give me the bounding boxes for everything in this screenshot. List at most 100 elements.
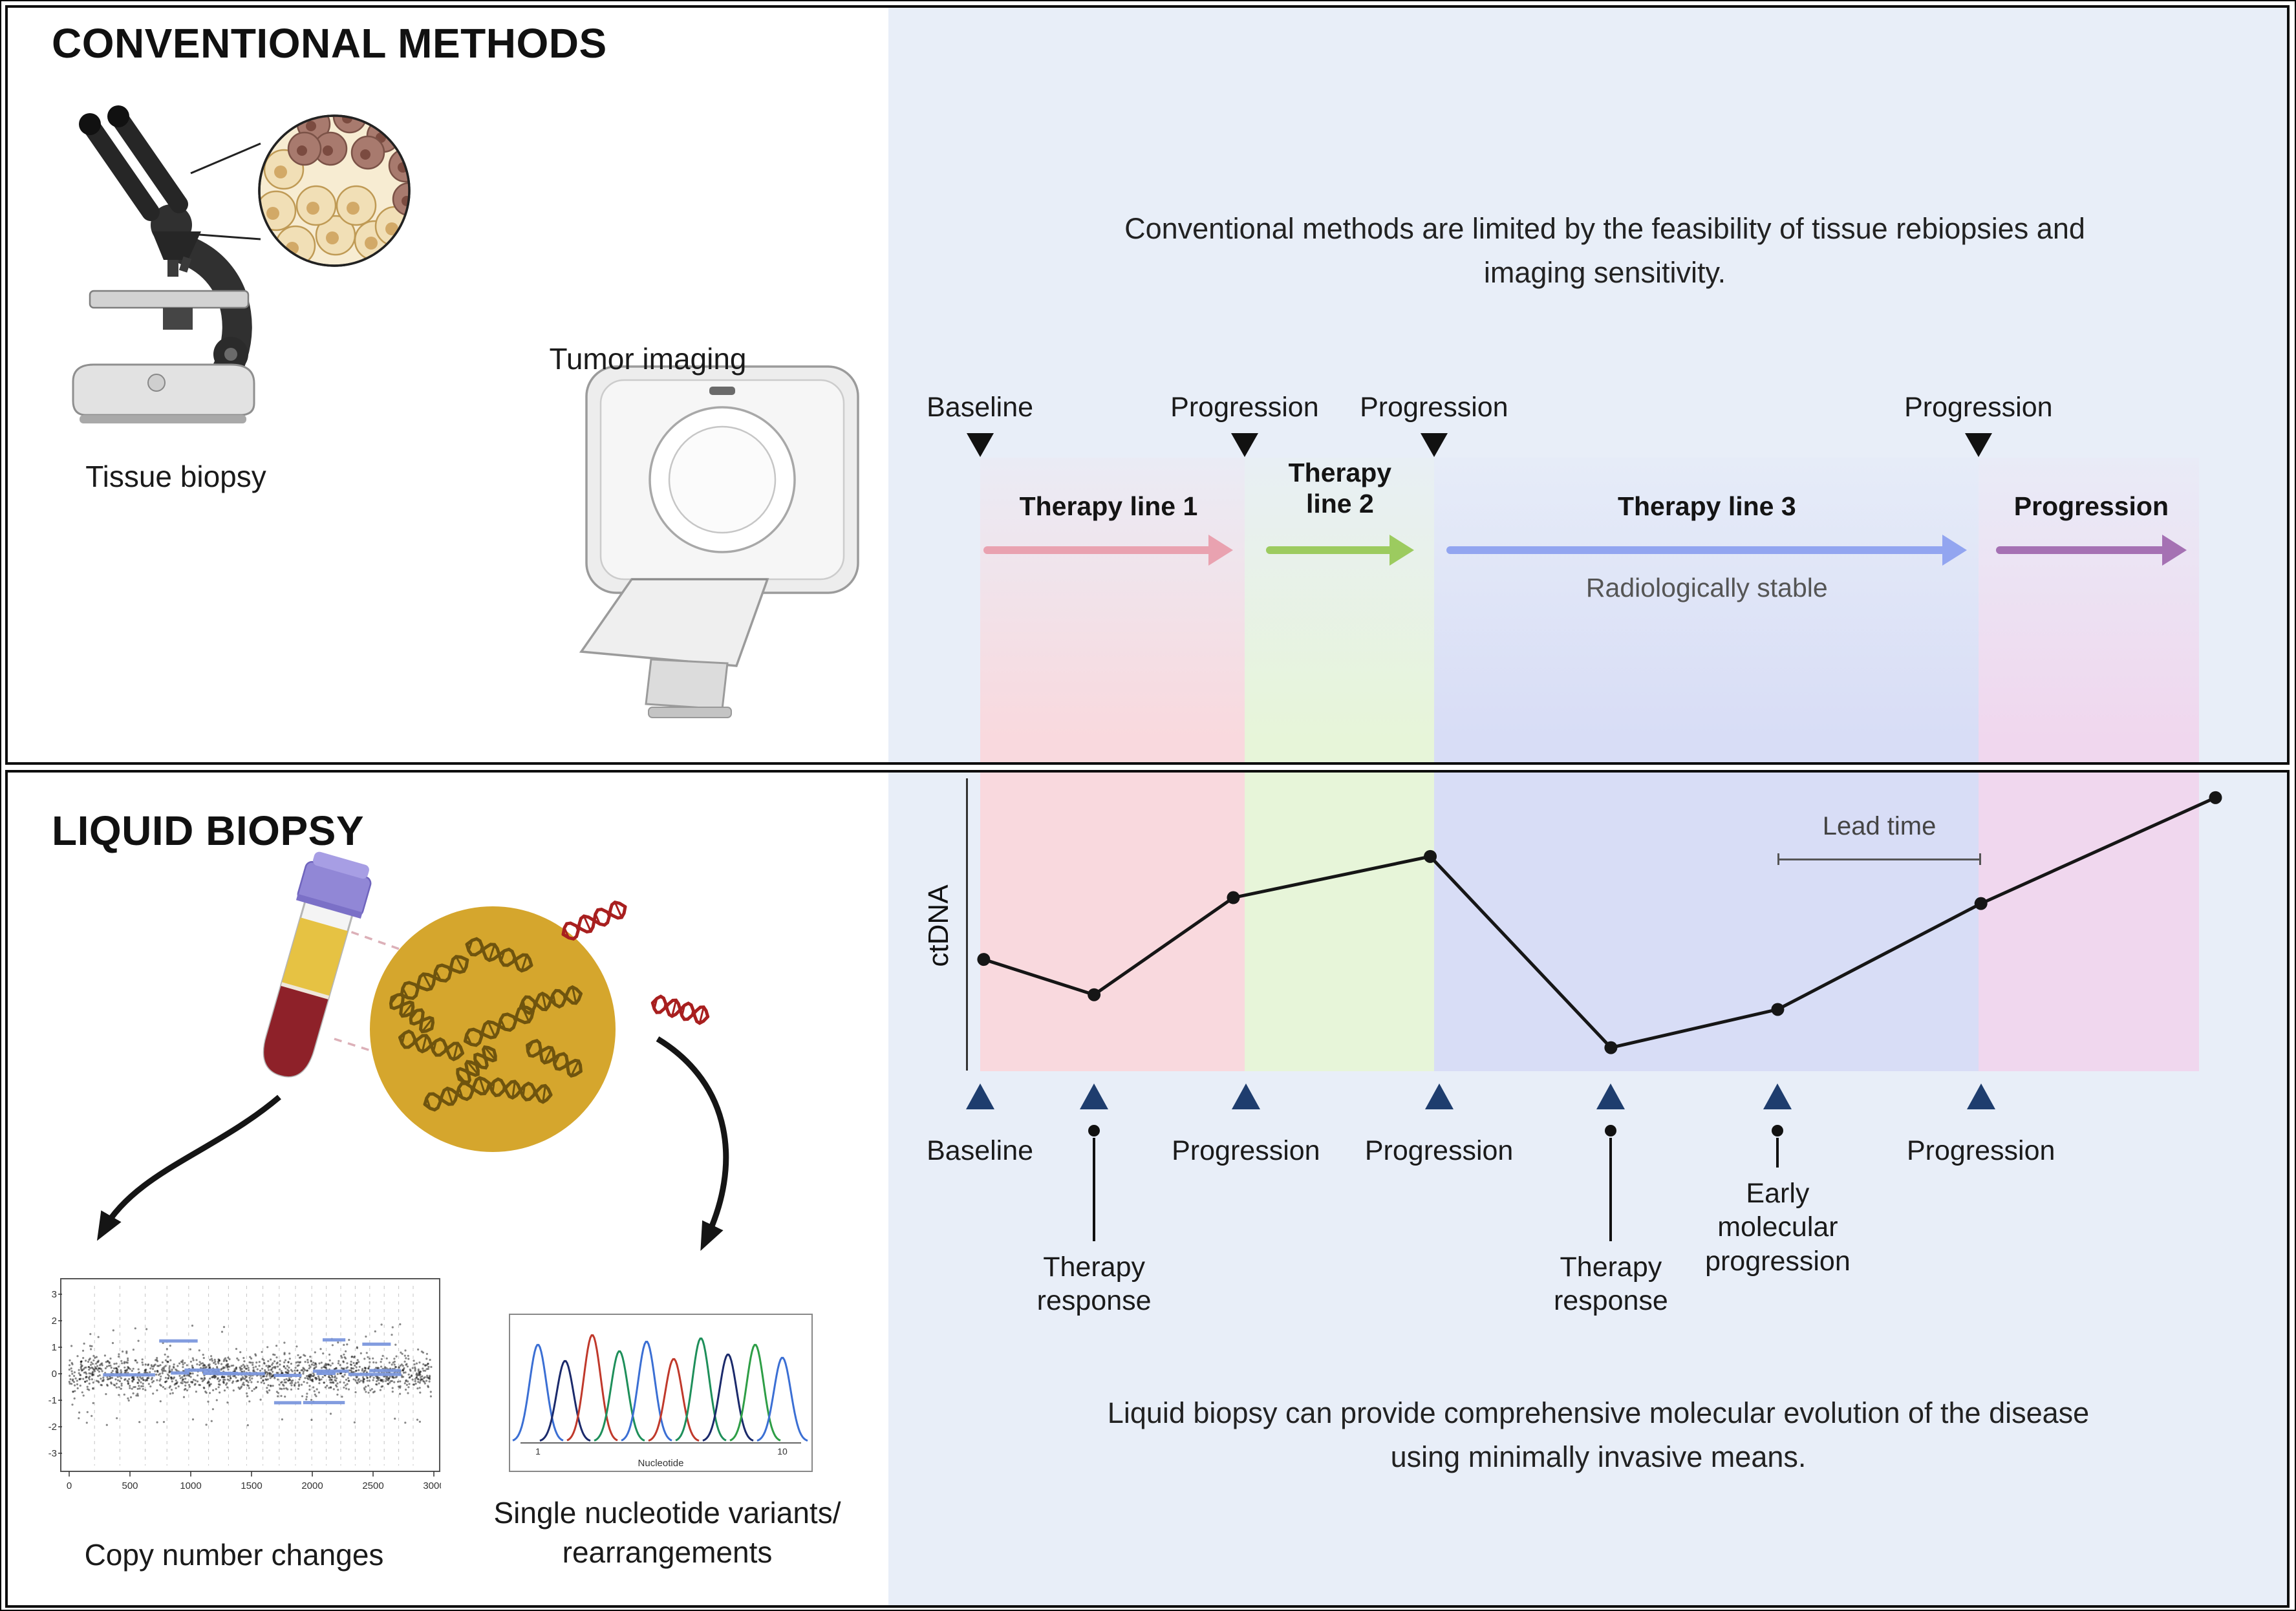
inset-callout-line [190,233,261,240]
lead-time-bracket [1777,853,1981,865]
blood-layer [257,985,329,1082]
dna-helix [650,994,710,1025]
cell-nucleus [323,145,333,156]
snv-caption-line2: rearrangements [562,1535,773,1569]
cell-nucleus [306,121,316,131]
chromatogram-frame [509,1314,813,1472]
conventional-description-line2: imaging sensitivity. [1483,255,1726,289]
chrom-x-label: Nucleotide [638,1458,684,1469]
dna-helix [561,901,627,941]
microscope-illustration [72,105,411,423]
microscope-base [72,363,255,416]
tumor-cell [392,182,409,217]
conventional-timeline-background [888,8,2287,762]
lead-time-label: Lead time [1822,812,1937,840]
microscope-stage [89,290,250,309]
cell-nucleus [402,196,409,206]
blood-tube-illustration [257,851,372,1082]
cell-nucleus [306,202,319,215]
cell-nucleus [297,145,307,156]
tube-cap-band [295,893,363,919]
ct-indicator [709,387,735,395]
tumor-imaging-label: Tumor imaging [549,342,747,376]
chromatogram-peak [756,1356,808,1442]
copy-number-plot: 3 2 1 0 -1 -2 -3 0 500 1000 1500 2000 2500 3000 [48,1278,441,1491]
liquid-description-line2: using minimally invasive means. [1390,1440,1807,1473]
ct-scanner-illustration [579,365,859,718]
cn-y-tick: 1 [52,1342,57,1353]
dna-helix [400,955,469,1000]
chromatogram-peak [675,1338,727,1442]
chromatogram-peak [621,1341,672,1442]
cell-nucleus [274,165,287,178]
ctdna-point [2209,791,2222,804]
liquid-description-line1: Liquid biopsy can provide comprehensive … [1107,1396,2090,1429]
dna-helix [488,1077,553,1104]
cell-nucleus [385,222,398,235]
cn-y-tick: 2 [52,1316,57,1327]
chrom-x-tick: 10 [777,1446,788,1456]
cell-nucleus [326,231,339,244]
lead-time-bracket-line [1779,859,1979,860]
tissue-biopsy-label: Tissue biopsy [85,460,266,493]
ctdna-point [1088,988,1101,1001]
microscope-eyepiece [112,111,188,213]
cell-nucleus [360,149,370,160]
cn-y-tick: 0 [52,1369,57,1380]
ctdna-line-chart [977,791,2222,1054]
cn-x-tick: 1500 [241,1480,262,1491]
dna-helix [398,1029,465,1062]
ctdna-axis-label: ctDNA [923,884,954,967]
ct-pedestal [645,658,729,710]
chromatogram-peak [594,1350,645,1442]
cn-y-tick: -2 [48,1422,57,1433]
ctdna-point [1974,897,1988,910]
microscope-eyepiece [83,119,160,221]
copy-number-caption: Copy number changes [84,1538,384,1572]
chromatogram-peak [539,1360,591,1442]
chromatogram-peak [512,1343,564,1442]
conventional-description: Conventional methods are limited by the … [971,207,2238,294]
base-foot [80,415,246,423]
dna-helix [526,1039,583,1078]
chromatogram-plot: 1 10 Nucleotide [509,1314,813,1472]
cell-nucleus [347,202,359,215]
ctdna-point [1424,849,1437,863]
ctdna-y-axis [966,778,968,1071]
cn-y-tick: -1 [48,1395,57,1406]
cn-x-tick: 3000 [423,1480,441,1491]
cn-x-tick: 0 [67,1480,72,1491]
dna-fragments [389,901,710,1112]
focus-knob-inner [224,348,237,361]
arrow-to-chromatogram [656,1036,729,1252]
inset-callout-line [190,142,261,175]
cn-y-tick: -3 [48,1448,57,1459]
ctdna-point [1227,891,1240,904]
cn-y-tick: 3 [52,1289,57,1300]
ct-foot [648,707,732,718]
dna-helix [456,1045,497,1085]
ctdna-point [1771,1003,1785,1016]
arrow-to-copy-number [96,1094,281,1241]
ctdna-line [983,796,2216,1050]
liquid-biopsy-title: LIQUID BIOPSY [52,807,364,854]
chromatogram-peak [729,1343,781,1442]
cell-nucleus [342,116,352,123]
tissue-inset-ring [258,114,411,267]
dna-helix [465,937,533,973]
chrom-x-tick: 1 [535,1446,541,1456]
snv-caption: Single nucleotide variants/ rearrangemen… [486,1493,848,1572]
stage-bracket [163,308,193,330]
conventional-description-line1: Conventional methods are limited by the … [1124,212,2085,245]
liquid-description: Liquid biopsy can provide comprehensive … [958,1391,2238,1478]
snv-caption-line1: Single nucleotide variants/ [493,1496,841,1530]
cell-nucleus [365,237,378,250]
eyepiece-cap [79,113,101,135]
tube-cap-top [313,851,369,879]
dna-helix [389,992,435,1034]
dna-helix [423,1076,491,1112]
objective-lens [178,256,192,273]
ctdna-point [1604,1041,1618,1054]
objective-turret [152,231,201,260]
